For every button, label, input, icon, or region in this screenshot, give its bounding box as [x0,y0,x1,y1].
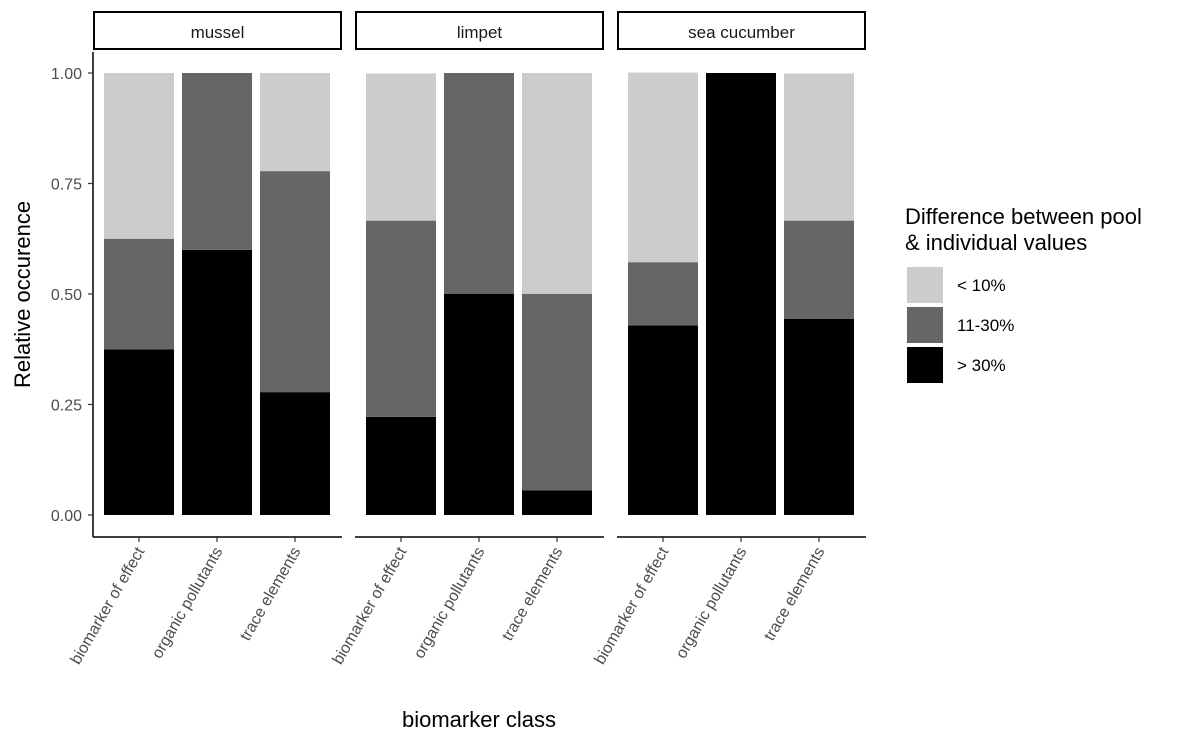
bar-segment [784,73,854,221]
x-tick-label: organic pollutants [673,545,750,662]
bar-segment [260,171,330,393]
bar-segment [628,325,698,515]
legend-title: & individual values [905,230,1087,255]
legend-label: 11-30% [957,316,1014,335]
legend-label: < 10% [957,276,1006,295]
y-tick-label: 0.75 [51,177,82,194]
bar-segment [366,416,436,515]
bar-segment [182,73,252,250]
bar-segment [260,73,330,172]
bar-segment [522,73,592,294]
x-tick-label: trace elements [237,545,304,644]
legend-label: > 30% [957,356,1006,375]
bar-segment [522,490,592,515]
x-tick-label: trace elements [499,545,566,644]
bar-segment [104,349,174,515]
facet-strip [617,11,866,50]
bar-segment [522,294,592,491]
legend-title: Difference between pool [905,204,1142,229]
bar-segment [182,249,252,516]
x-tick-label: organic pollutants [149,545,226,662]
bar-segment [444,73,514,294]
legend-swatch [907,307,943,343]
x-tick-label: biomarker of effect [68,544,149,667]
x-tick-label: organic pollutants [411,545,488,662]
bar-segment [706,73,776,515]
bar-segment [628,262,698,326]
legend-swatch [907,347,943,383]
legend-swatch [907,267,943,303]
x-tick-label: trace elements [761,545,828,644]
bar-segment [628,72,698,263]
bar-segment [104,73,174,239]
bar-segment [784,318,854,515]
bar-segment [784,220,854,319]
x-tick-label: biomarker of effect [592,544,673,667]
facet-strip-label: limpet [457,23,503,42]
bar-segment [366,73,436,221]
bar-segment [104,238,174,350]
facet-strip [355,11,604,50]
facet-strip-label: sea cucumber [688,23,795,42]
y-axis-title: Relative occurence [10,201,35,388]
x-axis-title: biomarker class [402,707,556,732]
y-tick-label: 0.00 [51,508,82,525]
y-tick-label: 0.50 [51,287,82,304]
bar-segment [366,220,436,417]
facet-strip-label: mussel [191,23,245,42]
bar-segment [444,294,514,515]
y-tick-label: 1.00 [51,66,82,83]
bar-segment [260,392,330,515]
facet-strip [93,11,342,50]
x-tick-label: biomarker of effect [330,544,411,667]
y-tick-label: 0.25 [51,398,82,415]
